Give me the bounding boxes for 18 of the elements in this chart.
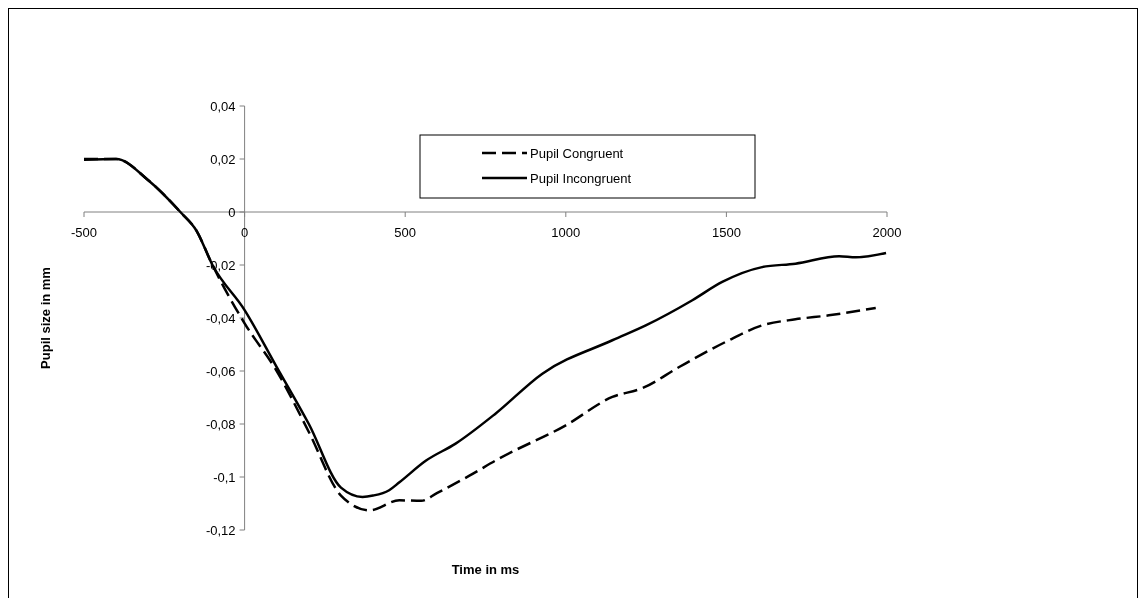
- y-tick-label: -0,1: [213, 470, 236, 485]
- x-tick-label: 1500: [711, 225, 741, 240]
- y-tick-label: 0,02: [210, 152, 236, 167]
- x-axis-title: Time in ms: [451, 562, 520, 577]
- legend-label: Pupil Congruent: [530, 146, 624, 161]
- x-tick-label: 2000: [872, 225, 902, 240]
- y-tick-label: -0,04: [205, 311, 236, 326]
- y-tick-label: -0,06: [205, 364, 236, 379]
- y-tick-label: -0,08: [205, 417, 236, 432]
- x-tick-label: 0: [240, 225, 249, 240]
- y-tick-label: 0,04: [210, 99, 236, 114]
- x-tick-label: 500: [394, 225, 417, 240]
- legend-label: Pupil Incongruent: [530, 171, 632, 186]
- y-tick-label: 0: [228, 205, 236, 220]
- x-tick-label: -500: [70, 225, 98, 240]
- y-tick-label: -0,12: [205, 523, 236, 538]
- y-axis-title: Pupil size in mm: [38, 267, 53, 369]
- x-tick-label: 1000: [551, 225, 581, 240]
